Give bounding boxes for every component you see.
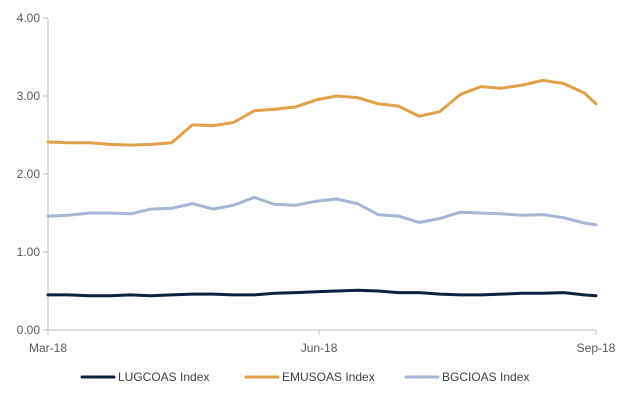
chart-axes: 0.00 1.00 2.00 3.00 4.00 Mar-18 Jun-18 Sep-18 (17, 11, 616, 355)
series-line-bgcioas (46, 195, 598, 227)
chart-legend: LUGCOAS Index EMUSOAS Index BGCIOAS Index (80, 370, 529, 384)
y-tick-label: 4.00 (17, 11, 41, 25)
series-line-emusoas (46, 78, 598, 147)
chart-series (46, 78, 598, 298)
legend-label: LUGCOAS Index (118, 370, 209, 384)
legend-label: EMUSOAS Index (282, 370, 375, 384)
x-tick-label: Sep-18 (577, 341, 616, 355)
x-tick-label: Mar-18 (29, 341, 67, 355)
y-tick-label: 1.00 (17, 245, 41, 259)
y-tick-label: 0.00 (17, 323, 41, 337)
x-tick-label: Jun-18 (301, 341, 338, 355)
series-line-lugcoas (46, 288, 598, 298)
legend-label: BGCIOAS Index (442, 370, 529, 384)
y-tick-label: 2.00 (17, 167, 41, 181)
y-tick-label: 3.00 (17, 89, 41, 103)
